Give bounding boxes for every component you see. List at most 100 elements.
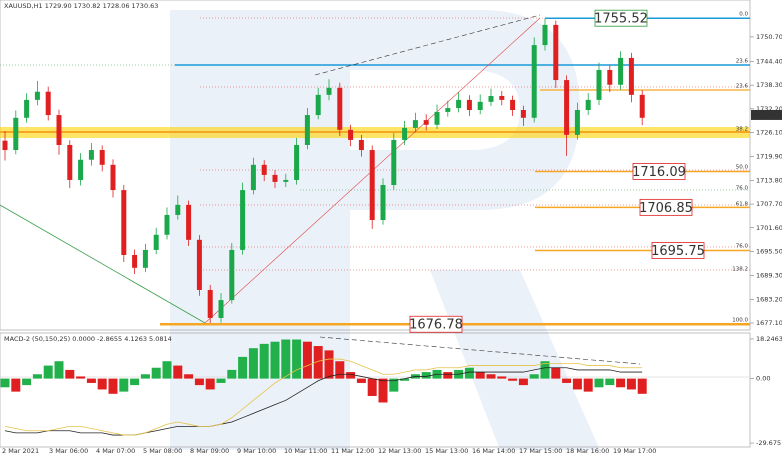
candle-body xyxy=(24,99,30,118)
macd-bar xyxy=(302,341,312,379)
candle-body xyxy=(326,87,332,95)
level-box xyxy=(639,198,693,216)
macd-bar xyxy=(130,378,140,386)
y-tick-label: 1689.30 xyxy=(756,272,782,280)
y-tick-label: 1695.50 xyxy=(756,247,782,255)
macd-bar xyxy=(194,378,204,386)
candle-body xyxy=(240,190,246,250)
candle-body xyxy=(175,204,181,215)
x-tick-label: 17 Mar 15:00 xyxy=(519,447,562,455)
macd-bar xyxy=(497,376,507,379)
y-tick-label: 18.2463 xyxy=(756,335,782,343)
candle-body xyxy=(34,91,40,100)
candle-body xyxy=(618,57,624,85)
candle-body xyxy=(164,214,170,235)
x-tick-label: 3 Mar 06:00 xyxy=(49,447,88,455)
macd-bar xyxy=(367,378,377,396)
macd-bar xyxy=(551,367,561,379)
candle-body xyxy=(186,204,192,240)
macd-bar xyxy=(86,378,96,383)
x-tick-label: 10 Mar 11:00 xyxy=(284,447,327,455)
watermark-leg xyxy=(430,270,600,450)
macd-bar xyxy=(572,378,582,390)
candle-body xyxy=(477,101,483,110)
trend-line xyxy=(314,14,541,76)
price-tag-label: 1730.63 xyxy=(753,111,780,119)
fib-label: 100.0 xyxy=(732,318,748,324)
x-tick-label: 2 Mar 2021 xyxy=(2,447,39,455)
candle-body xyxy=(67,144,73,180)
candle-body xyxy=(99,150,105,165)
candle-body xyxy=(639,94,645,118)
fib-label: 76.0 xyxy=(736,244,749,250)
y-tick-label: 1677.10 xyxy=(756,319,782,327)
y-tick-label: 1732.20 xyxy=(756,105,782,113)
candle-body xyxy=(380,185,386,220)
macd-bar xyxy=(324,350,334,379)
macd-bar xyxy=(594,378,604,388)
x-tick-label: 16 Mar 14:00 xyxy=(472,447,515,455)
candle-body xyxy=(45,91,51,116)
fib-label: 50.0 xyxy=(736,165,749,171)
macd-bar xyxy=(281,339,291,379)
y-tick-label: 1719.90 xyxy=(756,153,782,161)
macd-bar xyxy=(475,372,485,379)
macd-bar xyxy=(0,378,10,388)
macd-bar xyxy=(400,378,410,381)
macd-bar xyxy=(346,372,356,379)
candle-body xyxy=(369,150,375,220)
fib-label: 61.8 xyxy=(736,202,749,208)
candle-body xyxy=(13,117,19,151)
x-tick-label: 5 Mar 08:00 xyxy=(143,447,182,455)
macd-bar xyxy=(335,361,345,379)
candle-body xyxy=(542,24,548,46)
y-tick-label: 1726.10 xyxy=(756,129,782,137)
macd-bar xyxy=(421,372,431,379)
macd-bar xyxy=(518,378,528,386)
price-tag xyxy=(751,109,782,120)
fib-label: 23.6 xyxy=(736,59,749,65)
x-tick-label: 8 Mar 09:00 xyxy=(190,447,229,455)
candle-body xyxy=(337,87,343,130)
macd-bar xyxy=(540,361,550,379)
watermark-bowl xyxy=(350,10,580,210)
level-label: 1706.85 xyxy=(639,201,693,216)
candle-body xyxy=(304,115,310,145)
candle-body xyxy=(531,45,537,118)
macd-bar xyxy=(65,369,75,379)
y-tick-label: 1750.70 xyxy=(756,33,782,41)
candle-body xyxy=(466,99,472,110)
macd-bar xyxy=(292,339,302,379)
candle-body xyxy=(272,174,278,182)
macd-bar xyxy=(443,372,453,379)
candle-body xyxy=(56,115,62,145)
macd-bar xyxy=(562,378,572,383)
macd-bar xyxy=(637,378,647,394)
candle-body xyxy=(294,144,300,180)
candle-body xyxy=(132,254,138,268)
x-tick-label: 15 Mar 13:00 xyxy=(425,447,468,455)
macd-bar xyxy=(605,378,615,386)
level-box xyxy=(409,315,463,333)
candle-body xyxy=(434,111,440,125)
candle-body xyxy=(2,140,8,151)
level-box xyxy=(632,163,686,180)
level-box xyxy=(594,9,648,27)
candle-body xyxy=(78,159,84,180)
level-label: 1716.09 xyxy=(632,165,686,180)
fib-label: 38.2 xyxy=(736,127,748,133)
macd-bar xyxy=(184,374,194,379)
candle-body xyxy=(250,164,256,191)
y-tick-label: 1713.80 xyxy=(756,176,782,184)
y-tick-label: 1744.40 xyxy=(756,57,782,65)
fib-label: 138.2 xyxy=(732,267,748,273)
y-tick-label: 1701.60 xyxy=(756,224,782,232)
fib-label: 23.6 xyxy=(736,84,749,90)
macd-bar xyxy=(486,374,496,379)
y-tick-label: -29.6751 xyxy=(756,439,782,447)
candle-body xyxy=(283,179,289,182)
macd-bar xyxy=(205,378,215,390)
candle-body xyxy=(229,249,235,301)
macd-bar xyxy=(119,378,129,392)
macd-bar xyxy=(378,378,388,403)
